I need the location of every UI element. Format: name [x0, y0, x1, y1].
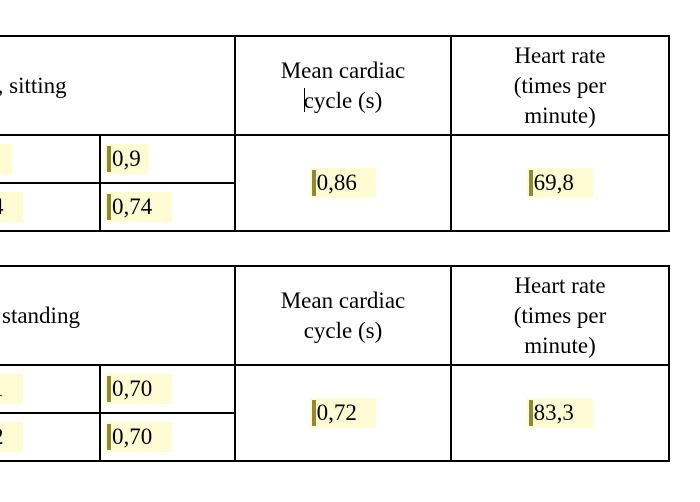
- field-value: 4: [0, 194, 4, 219]
- header-position-label: standing: [2, 302, 80, 328]
- form-field[interactable]: 0,86: [309, 168, 377, 198]
- cell-row2-col2[interactable]: 0,70: [99, 412, 236, 462]
- field-value: 83,3: [533, 400, 574, 425]
- form-field[interactable]: 83,3: [526, 398, 594, 428]
- cell-row2-col1[interactable]: 2: [0, 412, 101, 462]
- cell-mean-value[interactable]: 0,86: [234, 134, 452, 232]
- cell-row2-col1[interactable]: 4: [0, 182, 101, 232]
- form-field[interactable]: 69,8: [526, 168, 594, 198]
- header-position-label: ʼ, sitting: [0, 72, 67, 98]
- cell-rate-value[interactable]: 83,3: [450, 364, 670, 462]
- cell-row1-col1[interactable]: [0, 134, 101, 184]
- header-mean-line-2: cycle (s): [303, 87, 383, 113]
- field-value: 1: [0, 376, 4, 401]
- field-value: 2: [0, 424, 4, 449]
- form-field[interactable]: 0,70: [105, 374, 172, 404]
- header-rate-line-2: (times per: [513, 72, 607, 98]
- header-rate-line-3: minute): [524, 332, 596, 358]
- header-mean-line-2: cycle (s): [303, 317, 383, 343]
- header-rate-line-1: Heart rate: [514, 272, 606, 298]
- form-field[interactable]: 0,72: [309, 398, 377, 428]
- form-field[interactable]: 1: [0, 374, 23, 404]
- form-field[interactable]: 0,70: [105, 422, 172, 452]
- text-cursor: [303, 88, 305, 113]
- form-field[interactable]: 2: [0, 422, 23, 452]
- field-marker-icon: [107, 375, 111, 402]
- cell-rate-value[interactable]: 69,8: [450, 134, 670, 232]
- cell-mean-value[interactable]: 0,72: [234, 364, 452, 462]
- header-mean-cardiac-cycle: Mean cardiac cycle (s): [234, 265, 452, 366]
- field-value: 0,72: [316, 400, 357, 425]
- form-field[interactable]: [0, 144, 12, 174]
- cell-row1-col2[interactable]: 0,9: [99, 134, 236, 184]
- header-rate-line-1: Heart rate: [514, 42, 606, 68]
- form-field[interactable]: 0,9: [105, 144, 149, 174]
- field-value: 0,86: [316, 170, 357, 195]
- cell-row2-col2[interactable]: 0,74: [99, 182, 236, 232]
- header-mean-line-1: Mean cardiac: [280, 287, 406, 313]
- header-rate-line-2: (times per: [513, 302, 607, 328]
- header-heart-rate: Heart rate (times per minute): [450, 265, 670, 366]
- field-marker-icon: [107, 423, 111, 450]
- header-position: ʼ, sitting: [0, 35, 236, 136]
- header-position: standing: [0, 265, 236, 366]
- form-field[interactable]: 4: [0, 192, 23, 222]
- field-value: 0,74: [112, 194, 153, 219]
- heart-rate-table-standing: standing Mean cardiac cycle (s) Heart ra…: [0, 265, 670, 462]
- field-marker-icon: [311, 169, 316, 196]
- field-marker-icon: [311, 399, 316, 426]
- field-value: 0,70: [112, 424, 153, 449]
- field-value: 69,8: [533, 170, 574, 195]
- header-rate-line-3: minute): [524, 102, 596, 128]
- field-marker-icon: [107, 193, 111, 220]
- field-marker-icon: [528, 399, 533, 426]
- field-marker-icon: [528, 169, 533, 196]
- header-mean-cardiac-cycle: Mean cardiac cycle (s): [234, 35, 452, 136]
- field-marker-icon: [107, 145, 111, 172]
- header-mean-line-1: Mean cardiac: [280, 57, 406, 83]
- heart-rate-table-sitting: ʼ, sitting Mean cardiac cycle (s) Heart …: [0, 35, 670, 232]
- header-heart-rate: Heart rate (times per minute): [450, 35, 670, 136]
- form-field[interactable]: 0,74: [105, 192, 172, 222]
- field-value: 0,70: [112, 376, 153, 401]
- field-value: 0,9: [112, 146, 141, 171]
- cell-row1-col1[interactable]: 1: [0, 364, 101, 414]
- cell-row1-col2[interactable]: 0,70: [99, 364, 236, 414]
